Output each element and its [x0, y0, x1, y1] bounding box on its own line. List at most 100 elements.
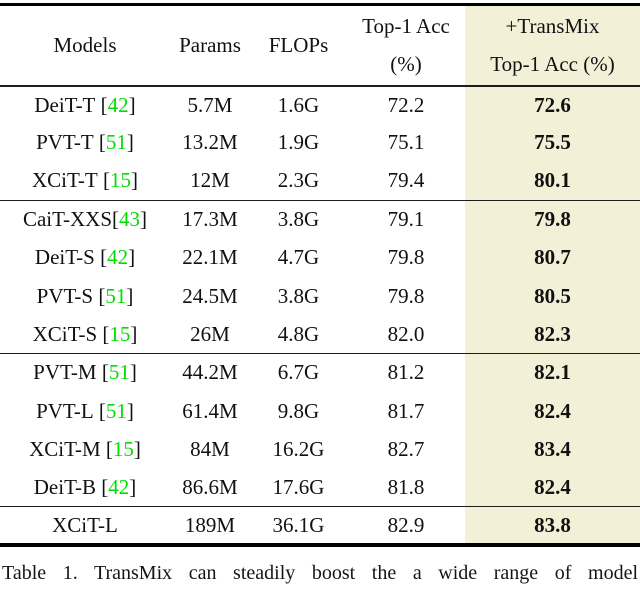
transmix-top1-cell: 83.8	[465, 506, 640, 546]
params-cell: 84M	[190, 436, 230, 461]
citation-number: 42	[107, 245, 129, 270]
transmix-top1-cell: 79.8	[465, 199, 640, 239]
flops-cell: 3.8G	[277, 283, 320, 308]
header-flops: FLOPs	[250, 4, 347, 87]
results-table: Models Params FLOPs Top-1 Acc (%) +Trans…	[0, 3, 640, 548]
table-caption: Table 1. TransMix can steadily boost the…	[2, 562, 638, 585]
params-cell: 22.1M	[182, 245, 238, 270]
transmix-top1-cell: 82.1	[465, 353, 640, 392]
header-models-label: Models	[53, 33, 117, 58]
citation-number: 43	[119, 207, 141, 232]
header-flops-label: FLOPs	[268, 33, 329, 58]
header-row: Models Params FLOPs Top-1 Acc (%) +Trans…	[0, 4, 640, 87]
params-cell: 24.5M	[182, 283, 238, 308]
table-row: XCiT-M [15] 84M 16.2G 82.7 83.4	[0, 430, 640, 469]
params-cell: 61.4M	[182, 398, 238, 423]
model-cell: PVT-L [51]	[36, 398, 134, 423]
header-params-label: Params	[179, 33, 241, 58]
citation-number: 15	[109, 168, 131, 193]
top1-cell: 82.7	[387, 436, 425, 461]
transmix-top1-cell: 82.4	[465, 391, 640, 431]
model-cell: PVT-M [51]	[0, 353, 170, 392]
params-cell: 5.7M	[187, 92, 233, 117]
flops-cell: 9.8G	[277, 398, 320, 423]
flops-cell: 1.9G	[277, 130, 320, 155]
flops-cell: 17.6G	[272, 474, 325, 499]
flops-cell: 1.6G	[277, 92, 320, 117]
model-cell: DeiT-B [42]	[33, 474, 137, 499]
top1-cell: 79.4	[387, 168, 425, 193]
flops-cell: 6.7G	[250, 353, 347, 392]
citation-number: 51	[105, 398, 127, 423]
citation-number: 15	[109, 321, 131, 346]
table-row: XCiT-L 189M 36.1G 82.9 83.8	[0, 506, 640, 546]
header-transmix-line1: +TransMix	[505, 14, 600, 39]
transmix-top1-cell: 83.4	[465, 430, 640, 469]
flops-cell: 16.2G	[272, 436, 325, 461]
header-top1-line2: (%)	[390, 52, 422, 77]
params-cell: 189M	[170, 506, 250, 546]
top1-cell: 79.8	[387, 245, 425, 270]
transmix-top1-cell: 80.1	[465, 162, 640, 201]
params-cell: 13.2M	[182, 130, 238, 155]
table-row: PVT-L [51] 61.4M 9.8G 81.7 82.4	[0, 391, 640, 431]
model-cell: XCiT-S [15]	[32, 321, 138, 346]
params-cell: 17.3M	[170, 199, 250, 239]
top1-cell: 81.8	[387, 474, 425, 499]
params-cell: 12M	[190, 168, 230, 193]
top1-cell: 81.7	[387, 398, 425, 423]
transmix-top1-cell: 82.4	[465, 468, 640, 507]
header-models: Models	[0, 4, 170, 87]
flops-cell: 4.8G	[277, 321, 320, 346]
table-row: DeiT-B [42] 86.6M 17.6G 81.8 82.4	[0, 468, 640, 507]
flops-cell: 4.7G	[277, 245, 320, 270]
table-row: PVT-T [51] 13.2M 1.9G 75.1 75.5	[0, 123, 640, 163]
params-cell: 86.6M	[182, 474, 238, 499]
top1-cell: 82.0	[387, 321, 425, 346]
model-cell: XCiT-L	[0, 506, 170, 546]
header-top1-acc: Top-1 Acc (%)	[347, 4, 465, 87]
top1-cell: 79.1	[347, 199, 465, 239]
flops-cell: 2.3G	[277, 168, 320, 193]
header-params: Params	[170, 4, 250, 87]
flops-cell: 36.1G	[250, 506, 347, 546]
flops-cell: 3.8G	[250, 199, 347, 239]
table-row: DeiT-S [42] 22.1M 4.7G 79.8 80.7	[0, 238, 640, 277]
table-row: PVT-S [51] 24.5M 3.8G 79.8 80.5	[0, 276, 640, 316]
model-cell: XCiT-T [15]	[32, 168, 138, 193]
top1-cell: 82.9	[347, 506, 465, 546]
top1-cell: 75.1	[387, 130, 425, 155]
table-row: PVT-M [51] 44.2M 6.7G 81.2 82.1	[0, 353, 640, 392]
citation-number: 51	[105, 283, 127, 308]
table-body: DeiT-T [42] 5.7M 1.6G 72.2 72.6 PVT-T [51] 13.…	[0, 85, 640, 546]
params-cell: 44.2M	[170, 353, 250, 392]
top1-cell: 81.2	[347, 353, 465, 392]
transmix-top1-cell: 80.7	[465, 238, 640, 277]
table-row: XCiT-S [15] 26M 4.8G 82.0 82.3	[0, 315, 640, 354]
header-top1-line1: Top-1 Acc	[362, 14, 450, 39]
table-header: Models Params FLOPs Top-1 Acc (%) +Trans…	[0, 4, 640, 87]
model-cell: CaiT-XXS[43]	[0, 199, 170, 239]
transmix-top1-cell: 72.6	[465, 85, 640, 124]
transmix-top1-cell: 82.3	[465, 315, 640, 354]
model-cell: DeiT-S [42]	[34, 245, 136, 270]
header-transmix-top1-acc: +TransMix Top-1 Acc (%)	[465, 4, 640, 87]
citation-number: 42	[107, 92, 129, 117]
header-transmix-line2: Top-1 Acc (%)	[490, 52, 615, 77]
top1-cell: 72.2	[387, 92, 425, 117]
table-row: CaiT-XXS[43] 17.3M 3.8G 79.1 79.8	[0, 199, 640, 239]
params-cell: 26M	[190, 321, 230, 346]
transmix-top1-cell: 80.5	[465, 276, 640, 316]
citation-number: 42	[108, 474, 130, 499]
model-cell: PVT-T [51]	[36, 130, 134, 155]
citation-number: 15	[112, 436, 134, 461]
citation-number: 51	[105, 130, 127, 155]
model-cell: DeiT-T [42]	[34, 92, 136, 117]
transmix-top1-cell: 75.5	[465, 123, 640, 163]
top1-cell: 79.8	[387, 283, 425, 308]
citation-number: 51	[108, 360, 130, 385]
model-cell: XCiT-M [15]	[29, 436, 141, 461]
table-row: XCiT-T [15] 12M 2.3G 79.4 80.1	[0, 162, 640, 201]
model-cell: PVT-S [51]	[36, 283, 134, 308]
